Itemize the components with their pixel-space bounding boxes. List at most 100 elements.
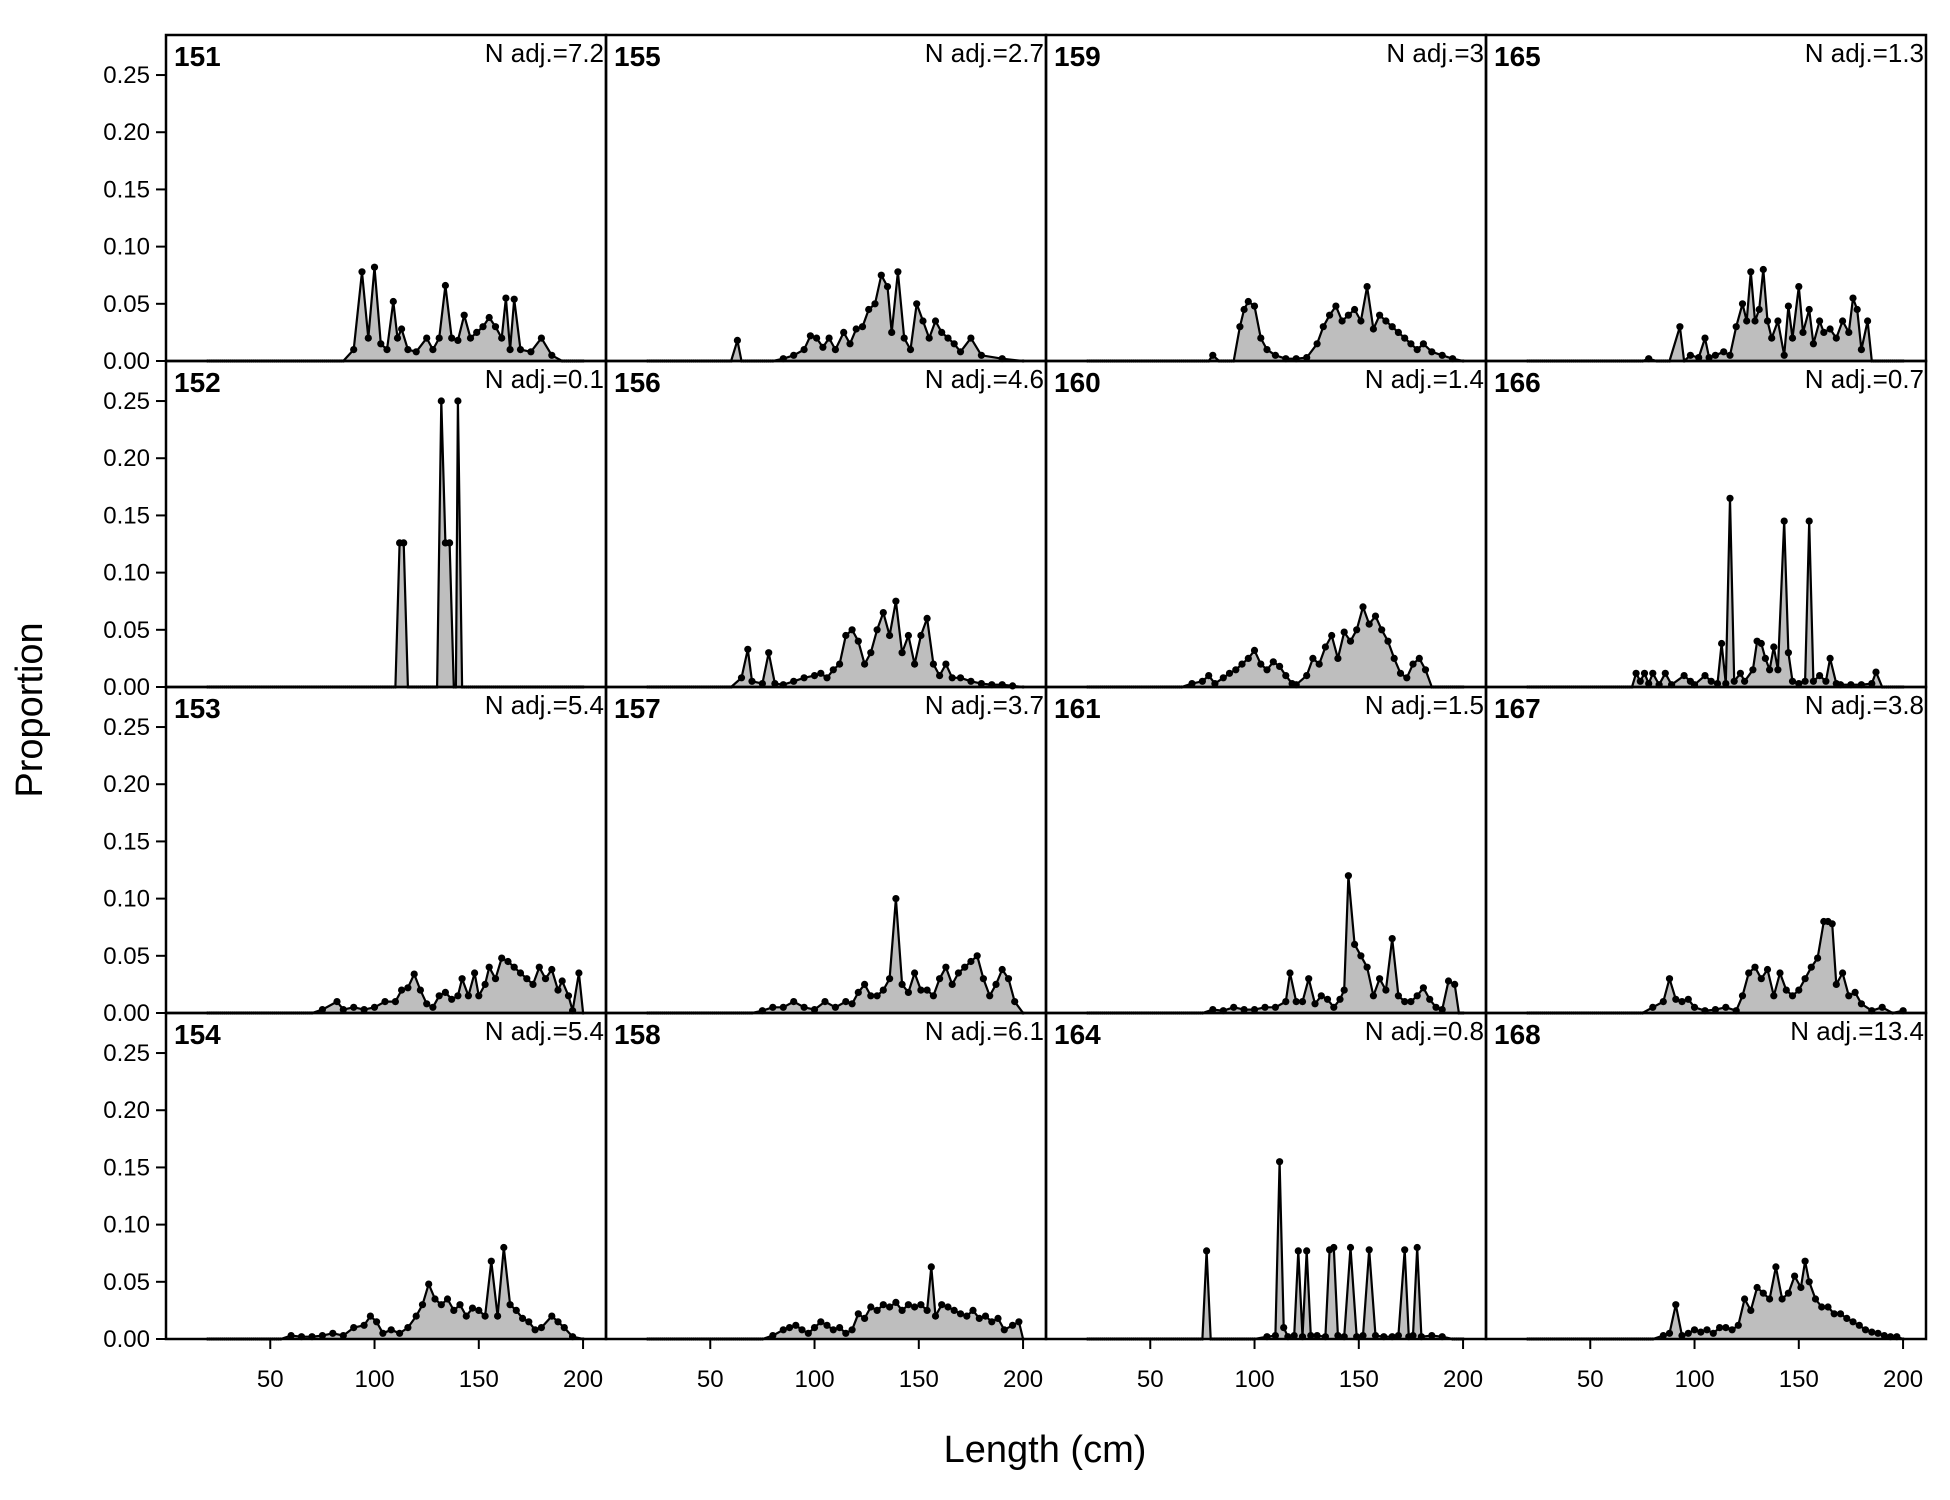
data-point: [975, 1314, 983, 1322]
distribution-line: [1087, 874, 1464, 1015]
y-tick-label: 0.10: [103, 234, 150, 261]
data-point: [1797, 1283, 1805, 1292]
y-tick-label: 0.00: [103, 674, 150, 701]
data-point: [383, 346, 391, 354]
data-point: [790, 998, 798, 1006]
data-point: [861, 660, 869, 668]
data-point: [448, 334, 456, 342]
data-point: [1795, 986, 1803, 994]
data-point: [516, 346, 525, 354]
data-point: [1822, 677, 1830, 685]
data-point: [1761, 654, 1769, 663]
panel-168: 168 N adj.=13.4 50 100 150 200: [1484, 1011, 1928, 1393]
data-point: [865, 305, 873, 314]
data-point: [350, 346, 358, 354]
data-point: [769, 1332, 777, 1340]
data-point: [1695, 354, 1703, 362]
data-point: [771, 680, 779, 688]
data-point: [861, 980, 869, 989]
data-point: [1853, 305, 1861, 314]
data-point: [888, 328, 896, 336]
data-point: [1697, 1328, 1705, 1336]
data-point: [1276, 1158, 1284, 1166]
data-point: [479, 323, 487, 331]
data-point: [942, 660, 950, 668]
data-point: [1722, 680, 1730, 688]
y-tick-label: 0.15: [103, 828, 150, 855]
data-point: [443, 1295, 452, 1303]
data-point: [1307, 1332, 1315, 1340]
data-point: [456, 1301, 464, 1309]
data-point: [512, 1306, 520, 1314]
distribution-area: [1527, 921, 1904, 1013]
data-point: [1718, 639, 1726, 648]
data-point: [1809, 340, 1817, 348]
data-point: [448, 995, 456, 1003]
data-point: [1747, 268, 1755, 276]
data-point: [1311, 1000, 1319, 1008]
data-point: [1365, 1246, 1373, 1254]
data-point: [898, 980, 906, 989]
data-point: [923, 986, 931, 994]
data-point: [1257, 660, 1265, 668]
data-point: [462, 1312, 470, 1320]
data-point: [435, 992, 443, 1000]
y-tick-label: 0.25: [103, 1040, 150, 1067]
data-point: [1403, 674, 1411, 682]
data-point: [919, 317, 927, 325]
panel-154: 154 N adj.=5.4 0.00 0.05 0.10 0.15 0.20 0.25 50 1…: [103, 1011, 608, 1393]
data-point: [840, 328, 848, 336]
data-point: [410, 970, 418, 978]
data-point: [416, 986, 424, 994]
data-point: [1701, 334, 1709, 342]
data-point: [1726, 494, 1734, 502]
panel-id-label: 164: [1054, 1019, 1101, 1050]
panel-frame: [164, 33, 608, 363]
data-point: [1791, 1272, 1799, 1280]
data-point: [892, 1298, 900, 1306]
data-point: [733, 336, 742, 344]
distribution-area: [1527, 269, 1904, 361]
data-point: [1309, 654, 1317, 663]
panel-157: 157 N adj.=3.7: [604, 685, 1048, 1015]
n-adj-label: N adj.=5.4: [485, 690, 604, 720]
data-point: [1849, 1318, 1857, 1326]
data-point: [967, 957, 975, 966]
data-point: [900, 334, 908, 342]
data-point: [800, 674, 808, 682]
data-point: [923, 1306, 931, 1314]
data-point: [360, 1006, 368, 1014]
data-point: [491, 975, 500, 983]
x-tick-label: 200: [1443, 1366, 1483, 1393]
y-tick-label: 0.25: [103, 388, 150, 415]
data-point: [825, 334, 833, 342]
data-point: [1755, 305, 1763, 314]
y-axis-title: Proportion: [9, 622, 51, 797]
data-point: [1707, 677, 1715, 685]
data-point: [1801, 1257, 1809, 1265]
data-point: [954, 969, 963, 977]
data-point: [1826, 654, 1834, 663]
data-point: [1344, 872, 1352, 880]
data-point: [1238, 660, 1246, 668]
y-tick-label: 0.25: [103, 62, 150, 89]
data-point: [1713, 680, 1722, 688]
panel-frame: [1044, 685, 1488, 1015]
distribution-area: [207, 958, 584, 1013]
data-point: [1271, 1003, 1279, 1011]
panel-id-label: 151: [174, 41, 221, 72]
data-point: [1784, 1289, 1792, 1297]
data-point: [1382, 317, 1390, 325]
data-point: [956, 348, 965, 356]
data-point: [548, 965, 556, 974]
data-point: [318, 1332, 326, 1340]
data-point: [1659, 998, 1667, 1006]
data-point: [1720, 348, 1728, 356]
distribution-area: [1527, 498, 1904, 687]
data-point: [435, 334, 443, 342]
data-point: [391, 998, 399, 1006]
data-point: [387, 1326, 395, 1334]
y-tick-label: 0.10: [103, 886, 150, 913]
data-point: [1709, 1329, 1717, 1337]
data-point: [1814, 954, 1822, 962]
